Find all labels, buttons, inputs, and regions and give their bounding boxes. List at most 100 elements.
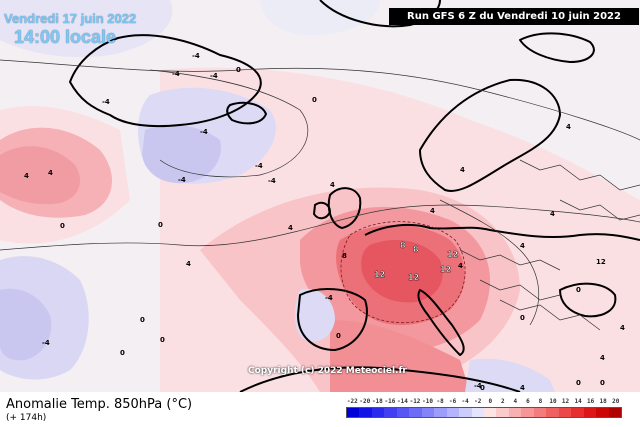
color-scale-tick-label: 14 [574,398,582,405]
color-scale-swatch [396,408,410,417]
color-scale-swatch [483,408,497,417]
color-scale-swatch [558,408,572,417]
legend-tick-labels: -22 -20 -18 -16 -14 -12 -10 -8 -6 -4 -2 0 2 4 6 8 10 12 14… [346,398,622,407]
contour-label: 4 [186,260,191,268]
color-scale-swatch [347,408,360,417]
color-scale-swatch [421,408,435,417]
contour-label: 4 [520,384,525,392]
color-scale-swatch [434,408,447,417]
color-scale-tick-label: -10 [422,398,433,405]
color-scale-tick-label: 6 [526,398,530,405]
contour-label: 4 [550,210,555,218]
color-scale-tick-label: 12 [561,398,570,405]
contour-label: -4 [42,339,50,347]
contour-label: 4 [48,169,53,177]
contour-label: -4 [102,98,110,106]
weather-map: -4 -4 -4 -4 -4 -4 -4 -4 0 0 0 0 0 0 0 0 … [0,0,640,392]
color-scale-tick-label: -8 [436,398,444,405]
contour-label: 8 [342,252,347,260]
contour-label: 8 [413,245,419,254]
lead-time: (+ 174h) [6,413,47,423]
color-scale-swatch [384,408,397,417]
forecast-date: Vendredi 17 juin 2022 [4,11,137,26]
contour-label: 0 [576,379,581,387]
contour-label: 12 [408,273,419,282]
contour-label: 12 [447,250,458,259]
contour-label: 0 [120,349,125,357]
contour-label: 4 [330,181,335,189]
color-scale-tick-label: -16 [384,398,396,405]
color-scale-swatch [596,408,609,417]
contour-label: -4 [178,176,186,184]
contour-label: 4 [430,207,435,215]
contour-label: -4 [200,128,208,136]
contour-label: 4 [458,262,463,270]
forecast-time: 14:00 locale [14,27,117,47]
contour-label: -4 [268,177,276,185]
contour-label: 4 [460,166,465,174]
contour-label: -4 [325,294,333,302]
contour-label: 12 [596,258,606,266]
color-scale-swatch [571,408,584,417]
color-scale-swatch [521,408,534,417]
contour-label: 0 [520,314,525,322]
color-scale-swatch [459,408,472,417]
contour-label: -4 [172,70,180,78]
color-scale-tick-label: 18 [599,398,607,405]
contour-label: 4 [520,242,525,250]
contour-label: 0 [236,66,241,74]
contour-label: 0 [336,332,341,340]
color-scale-swatch [359,408,372,417]
color-scale-bar [346,407,622,418]
color-scale-swatch [409,408,422,417]
color-scale-tick-label: 16 [587,398,595,405]
contour-label: 12 [374,270,385,279]
color-scale-swatch [608,408,621,417]
color-scale-tick-label: -12 [409,398,421,405]
contour-label: -4 [210,72,218,80]
color-scale-tick-label: 0 [488,398,493,405]
color-scale-swatch [583,408,597,417]
color-scale-tick-label: -4 [461,398,469,405]
color-scale-tick-label: -2 [474,398,482,405]
contour-label: 4 [600,354,605,362]
color-scale-tick-label: 10 [549,398,557,405]
color-scale-swatch [371,408,385,417]
color-scale-swatch [546,408,559,417]
color-scale-tick-label: 8 [538,398,543,405]
contour-label: 0 [140,316,145,324]
contour-label: 0 [312,96,317,104]
contour-label: 0 [160,336,165,344]
contour-label: 0 [600,379,605,387]
contour-label: 4 [24,172,29,180]
color-scale-tick-label: 4 [513,398,518,405]
contour-label: 8 [400,241,406,250]
color-scale-tick-label: 20 [612,398,620,405]
contour-label: -4 [255,162,263,170]
contour-label: 4 [288,224,293,232]
color-scale-tick-label: -6 [449,398,457,405]
contour-label: 4 [620,324,625,332]
color-scale-swatch [508,408,522,417]
contour-labels: -4 -4 -4 -4 -4 -4 -4 -4 0 0 0 0 0 0 0 0 … [24,52,625,392]
contour-label: 0 [480,384,485,392]
color-scale-swatch [533,408,547,417]
contour-label: 4 [566,123,571,131]
contour-label: 0 [158,221,163,229]
color-scale-swatch [496,408,509,417]
color-scale-swatch [446,408,460,417]
color-scale-swatch [471,408,484,417]
anomaly-map-svg: -4 -4 -4 -4 -4 -4 -4 -4 0 0 0 0 0 0 0 0 … [0,0,640,392]
contour-label: -4 [474,382,482,390]
contour-label: -4 [192,52,200,60]
model-run-info: Run GFS 6 Z du Vendredi 10 juin 2022 [389,8,639,25]
copyright-notice: Copyright (c) 2022 Meteociel.fr [248,366,407,376]
color-scale-tick-label: -20 [359,398,371,405]
contour-label: 0 [60,222,65,230]
color-scale-tick-label: 2 [501,398,505,405]
color-scale-tick-label: -14 [397,398,408,405]
contour-label: 0 [576,286,581,294]
color-scale-tick-label: -18 [371,398,383,405]
color-scale-tick-label: -22 [346,398,358,405]
contour-label: 12 [440,265,451,274]
